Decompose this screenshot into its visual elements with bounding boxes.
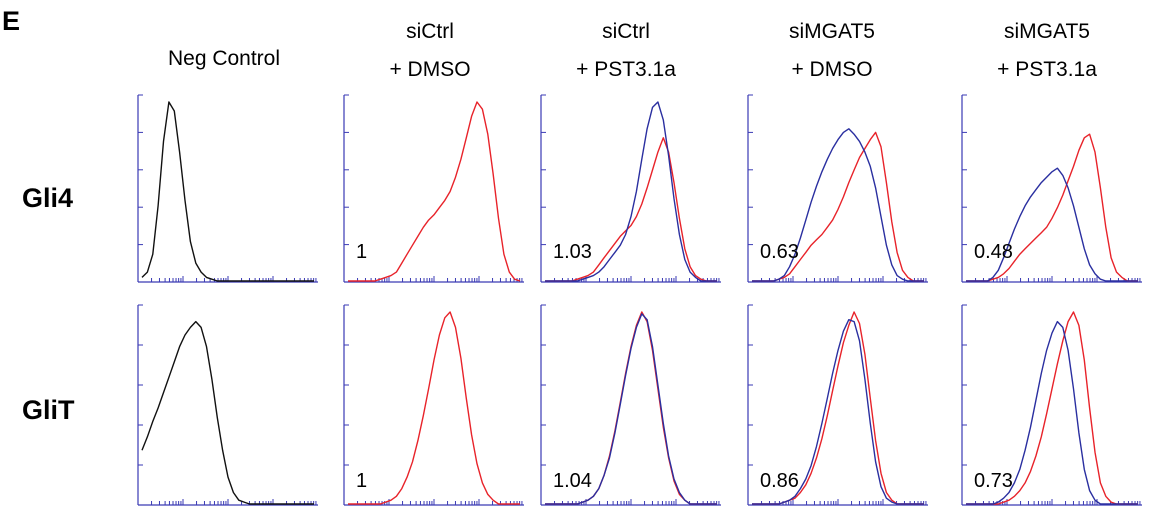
histogram-panel: 0.73: [961, 304, 1142, 506]
column-heading-simgat5-pst-line1: siMGAT5: [1004, 20, 1090, 43]
black-histogram-curve: [141, 320, 314, 505]
black-histogram-curve: [141, 101, 314, 282]
histogram-panel: 0.86: [747, 304, 928, 506]
mfi-ratio-label: 1: [356, 241, 367, 263]
mfi-ratio-label: 0.63: [760, 241, 799, 263]
mfi-ratio-label: 0.73: [974, 470, 1013, 492]
column-heading-sictrl-dmso-line1: siCtrl: [406, 20, 454, 43]
mfi-ratio-label: 1.04: [553, 470, 592, 492]
column-heading-simgat5-dmso-line1: siMGAT5: [789, 20, 875, 43]
mfi-ratio-label: 1: [356, 470, 367, 492]
column-heading-neg-control: Neg Control: [168, 47, 280, 70]
blue-histogram-curve: [752, 128, 924, 282]
histogram-panel: 1.04: [540, 304, 721, 506]
red-histogram-curve: [966, 133, 1138, 282]
mfi-ratio-label: 0.48: [974, 241, 1013, 263]
histogram-panel: 1.03: [540, 94, 721, 283]
blue-histogram-curve: [545, 313, 717, 505]
mfi-ratio-label: 0.86: [760, 470, 799, 492]
panel-letter: E: [2, 6, 20, 36]
column-heading-sictrl-pst-line1: siCtrl: [602, 20, 650, 43]
red-histogram-curve: [348, 311, 520, 505]
histogram-panel: [137, 94, 318, 283]
row-label-glit: GliT: [22, 395, 75, 425]
column-heading-simgat5-dmso-line2: + DMSO: [791, 58, 872, 81]
histogram-panel: 0.63: [747, 94, 928, 283]
column-heading-simgat5-pst-line2: + PST3.1a: [997, 58, 1097, 81]
column-heading-sictrl-pst-line2: + PST3.1a: [576, 58, 676, 81]
histogram-panel: 0.48: [961, 94, 1142, 283]
blue-histogram-curve: [966, 320, 1138, 505]
histogram-panel: 1: [343, 304, 524, 506]
mfi-ratio-label: 1.03: [553, 241, 592, 263]
blue-histogram-curve: [752, 319, 924, 505]
histogram-panel: [137, 304, 318, 506]
histogram-panel: 1: [343, 94, 524, 283]
blue-histogram-curve: [966, 167, 1138, 282]
column-heading-sictrl-dmso-line2: + DMSO: [389, 58, 470, 81]
red-histogram-curve: [348, 101, 521, 282]
row-label-gli4: Gli4: [22, 183, 73, 213]
histogram-panels: 1 1.03 0.63 0.48 1 1.04 0.86 0.73: [137, 94, 1142, 506]
blue-histogram-curve: [545, 101, 717, 282]
